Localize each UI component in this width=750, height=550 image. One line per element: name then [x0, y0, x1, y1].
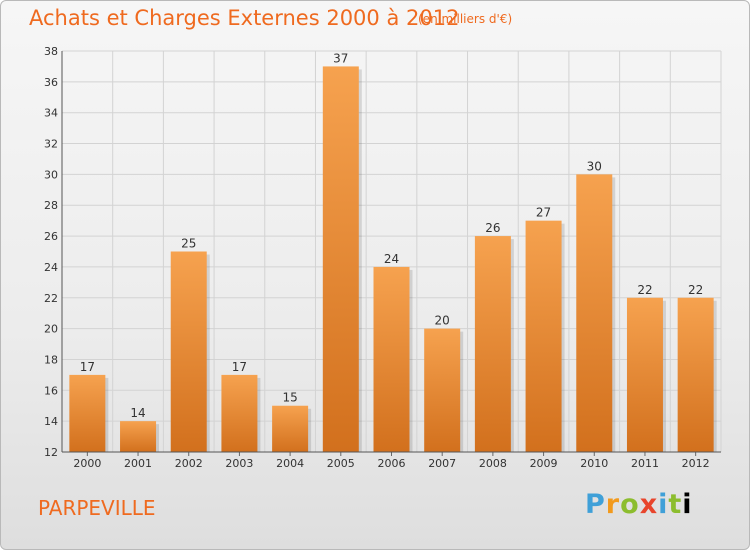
y-tick-label: 22	[44, 292, 58, 305]
logo-letter: r	[605, 489, 621, 520]
y-tick-label: 18	[44, 353, 58, 366]
bar-value-label: 30	[587, 159, 602, 173]
x-tick-label: 2012	[682, 457, 710, 470]
proxiti-logo: Proxiti	[585, 489, 693, 520]
y-tick-label: 20	[44, 323, 58, 336]
chart-subtitle: (en milliers d'€)	[418, 12, 513, 26]
bar-value-label: 24	[384, 252, 399, 266]
x-tick-label: 2001	[124, 457, 152, 470]
bar-value-label: 22	[688, 283, 703, 297]
logo-letter: P	[585, 489, 606, 520]
bar-value-label: 25	[181, 237, 196, 251]
bar	[525, 220, 562, 452]
x-tick-label: 2005	[327, 457, 355, 470]
bar	[677, 297, 714, 452]
bar	[120, 421, 157, 452]
y-tick-label: 34	[44, 107, 58, 120]
x-tick-label: 2009	[530, 457, 558, 470]
bar-value-label: 27	[536, 206, 551, 220]
x-tick-label: 2006	[378, 457, 406, 470]
y-tick-label: 14	[44, 415, 58, 428]
bar-value-label: 15	[282, 391, 297, 405]
x-tick-label: 2008	[479, 457, 507, 470]
bars	[69, 66, 717, 452]
y-tick-label: 32	[44, 138, 58, 151]
y-tick-label: 26	[44, 230, 58, 243]
bar	[474, 236, 511, 452]
bar-value-label: 22	[637, 283, 652, 297]
bar	[626, 297, 663, 452]
y-tick-label: 16	[44, 384, 58, 397]
x-tick-label: 2010	[580, 457, 608, 470]
x-tick-label: 2003	[225, 457, 253, 470]
logo-letter: i	[682, 489, 693, 520]
x-tick-label: 2007	[428, 457, 456, 470]
y-tick-label: 12	[44, 446, 58, 459]
bar-value-label: 26	[485, 221, 500, 235]
y-tick-label: 36	[44, 76, 58, 89]
bar	[373, 266, 410, 452]
bar-value-label: 20	[435, 314, 450, 328]
y-tick-label: 28	[44, 199, 58, 212]
bar	[170, 251, 207, 452]
x-tick-label: 2004	[276, 457, 304, 470]
bar	[424, 328, 461, 452]
bar-value-label: 14	[130, 406, 145, 420]
y-tick-label: 24	[44, 261, 58, 274]
bar	[322, 66, 359, 452]
bar	[69, 374, 106, 452]
chart-title: Achats et Charges Externes 2000 à 2012	[29, 6, 460, 30]
x-tick-label: 2002	[175, 457, 203, 470]
bar-value-label: 37	[333, 51, 348, 65]
y-tick-label: 38	[44, 45, 58, 58]
bar-value-label: 17	[80, 360, 95, 374]
bar-value-label: 17	[232, 360, 247, 374]
y-tick-label: 30	[44, 168, 58, 181]
axes: 12 14 16 18 20 22 24 26 28 30 32 34 36 38 17 2000 14 2001…	[44, 45, 721, 470]
logo-letter: i	[658, 489, 669, 520]
logo-letter: x	[639, 489, 659, 520]
bar	[576, 174, 613, 452]
city-name: PARPEVILLE	[38, 496, 156, 520]
bar	[272, 405, 309, 452]
logo-letter: o	[620, 489, 640, 520]
x-tick-label: 2000	[73, 457, 101, 470]
x-tick-label: 2011	[631, 457, 659, 470]
bar	[221, 374, 258, 452]
logo-letter: t	[668, 489, 683, 520]
